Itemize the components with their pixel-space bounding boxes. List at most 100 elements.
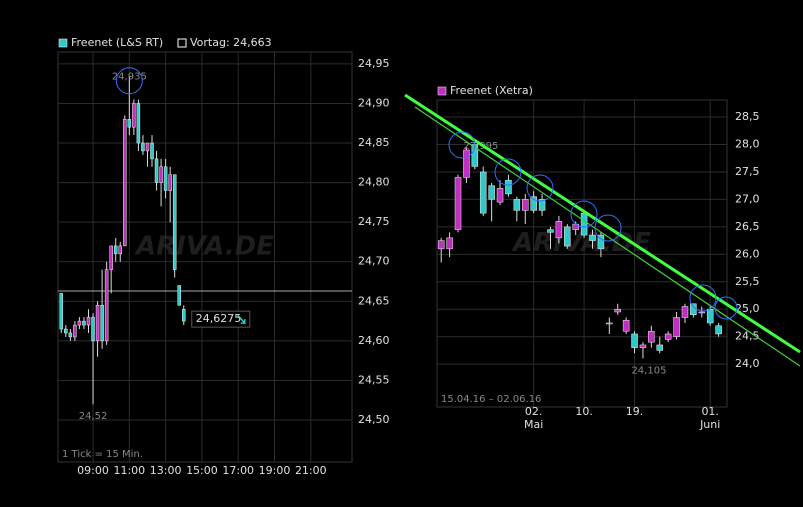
candle-body <box>522 199 529 211</box>
chart-title: Freenet (L&S RT) <box>71 36 163 49</box>
circle <box>526 174 554 202</box>
highlight-circle <box>115 67 143 95</box>
candle-body <box>479 171 487 214</box>
candle-body <box>145 142 150 152</box>
x-tick-label: 21:00 <box>295 464 327 477</box>
candle-body <box>530 196 537 211</box>
candle-body <box>123 119 127 247</box>
candle-body <box>597 234 605 250</box>
annotation: 27,995 <box>463 141 498 152</box>
y-tick-label: 28,0 <box>735 137 760 150</box>
trend-line <box>414 106 801 367</box>
plot-area <box>57 51 353 463</box>
candle-body <box>639 344 647 348</box>
candle-body <box>698 311 706 314</box>
candle-body <box>113 245 118 255</box>
y-tick-label: 24,65 <box>358 294 390 307</box>
candle-body <box>538 199 546 211</box>
candle-body <box>690 303 697 315</box>
candle-body <box>77 320 82 326</box>
candle-body <box>59 293 64 330</box>
y-tick-label: 24,75 <box>358 215 390 228</box>
candle-body <box>82 320 86 326</box>
y-tick-label: 24,90 <box>358 96 390 109</box>
candle-body <box>159 166 163 183</box>
last-price-label: 24,6275 <box>196 312 242 325</box>
candle-body <box>68 332 73 338</box>
last-price-box <box>191 310 251 328</box>
candle-body <box>681 306 689 318</box>
x-tick-label: 11:00 <box>113 464 145 477</box>
candle-body <box>64 328 68 334</box>
candle-body <box>136 103 141 144</box>
plot-area <box>436 99 728 408</box>
y-tick-label: 24,60 <box>358 334 390 347</box>
candle-body <box>91 316 95 342</box>
circle <box>448 131 476 159</box>
x-tick-label: 13:00 <box>150 464 182 477</box>
candle-body <box>564 226 571 247</box>
down-arrow <box>237 314 246 324</box>
candle-body <box>648 330 655 343</box>
y-tick-label: 24,85 <box>358 136 390 149</box>
chart-note: 15.04.16 – 02.06.16 <box>441 394 541 405</box>
annotation: 24,52 <box>79 411 108 422</box>
candle-body <box>163 166 168 191</box>
candle-body <box>168 174 172 191</box>
y-tick-label: 24,70 <box>358 255 390 268</box>
candle-body <box>454 177 462 230</box>
x-tick-label: 01. Juni <box>699 405 720 431</box>
candle-body <box>631 333 638 348</box>
x-tick-label: 19. <box>626 405 644 418</box>
right-chart: ARIVA.DE24,024,525,025,526,026,527,027,5… <box>436 84 760 431</box>
circle <box>689 284 717 312</box>
candle-body <box>154 158 159 183</box>
y-tick-label: 24,80 <box>358 176 390 189</box>
candle-body <box>150 142 154 160</box>
x-tick-label: 09:00 <box>77 464 109 477</box>
legend-swatch <box>437 86 447 96</box>
y-tick-label: 26,0 <box>735 247 760 260</box>
circle <box>594 214 622 242</box>
candle-body <box>547 229 554 233</box>
candle-body <box>104 269 109 342</box>
candle-body <box>182 308 186 322</box>
candle-body <box>580 212 588 236</box>
highlight-circles <box>448 131 738 320</box>
candle-body <box>555 221 563 239</box>
candle-body <box>463 149 470 178</box>
x-tick-label: 15:00 <box>186 464 218 477</box>
y-tick-label: 26,5 <box>735 220 760 233</box>
y-tick-label: 28,5 <box>735 110 760 123</box>
candle-body <box>656 344 664 351</box>
candle-body <box>513 199 521 211</box>
candle-body <box>706 308 714 324</box>
watermark: ARIVA.DE <box>134 232 274 262</box>
annotation: 24,105 <box>631 365 666 376</box>
candle-body <box>622 319 630 332</box>
trend-lines <box>404 93 801 367</box>
y-tick-label: 24,50 <box>358 413 390 426</box>
candle-body <box>664 333 672 340</box>
candle-body <box>437 240 445 250</box>
legend-swatch <box>177 38 187 48</box>
candle-body <box>95 305 100 342</box>
x-tick-label: 19:00 <box>259 464 291 477</box>
x-tick-label: 17:00 <box>222 464 254 477</box>
reference-label: Vortag: 24,663 <box>190 36 272 49</box>
candle-body <box>73 324 77 338</box>
annotation: 24,935 <box>112 72 147 83</box>
y-tick-label: 25,5 <box>735 275 760 288</box>
left-chart: ARIVA.DE 24,50 24,55 24,60 24,65 24,70 24,75 24… <box>57 36 390 477</box>
y-tick-label: 27,0 <box>735 192 760 205</box>
candle-body <box>177 285 181 306</box>
trend-line <box>404 93 801 354</box>
candle-body <box>589 234 596 241</box>
y-tick-label: 24,5 <box>735 330 760 343</box>
candle-body <box>86 316 91 326</box>
candle-body <box>141 142 145 152</box>
candle-body <box>132 103 136 128</box>
x-tick-label: 02. Mai <box>524 405 543 431</box>
candle-body <box>109 245 113 270</box>
